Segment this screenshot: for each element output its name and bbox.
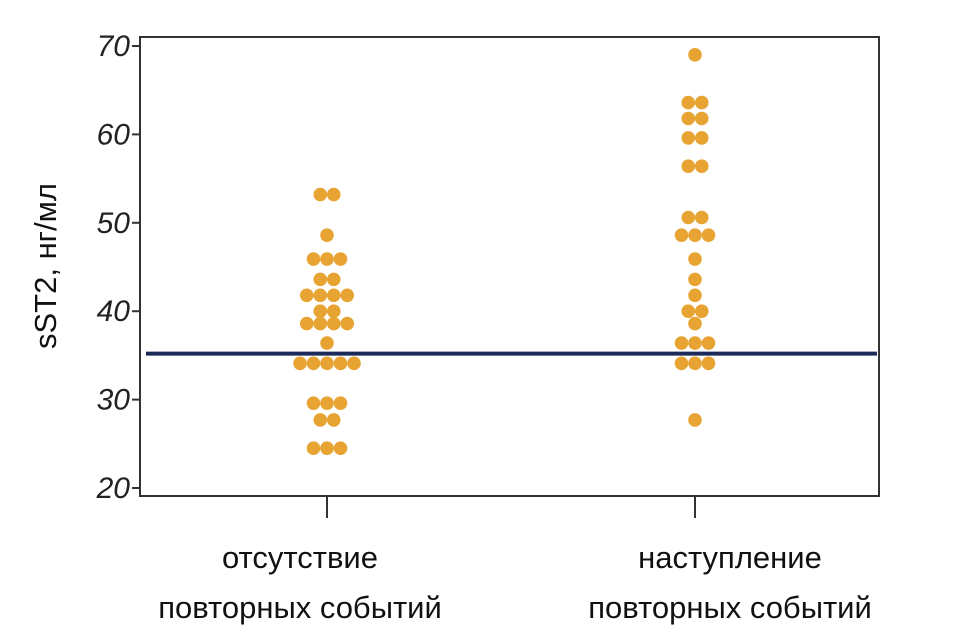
data-point <box>701 356 716 371</box>
data-point <box>320 336 334 350</box>
data-point <box>326 272 341 287</box>
data-point <box>333 356 348 371</box>
data-points <box>293 48 716 456</box>
data-point <box>320 441 334 456</box>
data-point <box>333 252 348 266</box>
category-label-line: отсутствие <box>222 540 378 575</box>
data-point <box>313 413 328 427</box>
data-point <box>313 288 328 303</box>
data-point <box>688 228 702 242</box>
y-tick-label: 40 <box>97 295 131 328</box>
data-point <box>340 288 355 303</box>
data-point <box>694 159 709 174</box>
data-point <box>326 187 341 202</box>
data-point <box>688 336 702 350</box>
y-axis-title: sST2, нг/мл <box>28 183 63 349</box>
data-point <box>681 304 696 319</box>
data-point <box>688 48 702 62</box>
category-label-line: повторных событий <box>588 590 872 625</box>
y-tick-label: 20 <box>96 472 131 505</box>
data-point <box>347 356 361 371</box>
data-point <box>688 252 702 266</box>
data-point <box>681 95 696 110</box>
data-point <box>688 316 702 331</box>
data-point <box>701 228 716 242</box>
y-tick-label: 30 <box>97 384 131 417</box>
data-point <box>326 413 341 427</box>
data-point <box>694 304 709 319</box>
data-point <box>326 316 341 331</box>
data-point <box>320 252 334 266</box>
data-point <box>694 111 709 126</box>
data-point <box>681 111 696 126</box>
data-point <box>313 316 328 331</box>
plot-frame <box>139 36 880 497</box>
data-point <box>694 131 709 145</box>
data-point <box>333 441 348 456</box>
data-point <box>681 210 696 225</box>
y-axis-ticks: 20 30 40 50 60 70 <box>96 30 140 505</box>
data-point <box>688 413 702 427</box>
y-tick-label: 70 <box>97 30 131 63</box>
data-point <box>306 252 321 266</box>
data-point <box>326 288 341 303</box>
data-point <box>674 356 689 371</box>
data-point <box>306 356 321 371</box>
data-point <box>333 396 348 410</box>
y-tick-label: 50 <box>97 207 131 240</box>
data-point <box>326 304 341 319</box>
data-point <box>688 272 702 287</box>
category-label-line: повторных событий <box>158 590 442 625</box>
data-point <box>299 316 314 331</box>
data-point <box>306 396 321 410</box>
data-point <box>701 336 716 350</box>
data-point <box>313 187 328 202</box>
data-point <box>340 316 355 331</box>
x-axis-ticks <box>326 496 696 518</box>
data-point <box>694 210 709 225</box>
data-point <box>320 396 334 410</box>
data-point <box>299 288 314 303</box>
y-tick-label: 60 <box>97 118 131 151</box>
data-point <box>688 356 702 371</box>
data-point <box>313 272 328 287</box>
data-point <box>313 304 328 319</box>
data-point <box>320 356 334 371</box>
data-point <box>674 228 689 242</box>
category-labels: отсутствие повторных событий наступление по… <box>158 540 872 625</box>
category-label-line: наступление <box>638 540 822 575</box>
data-point <box>306 441 321 456</box>
data-point <box>320 228 334 242</box>
data-point <box>681 159 696 174</box>
data-point <box>681 131 696 145</box>
data-point <box>694 95 709 110</box>
data-point <box>293 356 307 371</box>
data-point <box>688 288 702 303</box>
data-point <box>674 336 689 350</box>
